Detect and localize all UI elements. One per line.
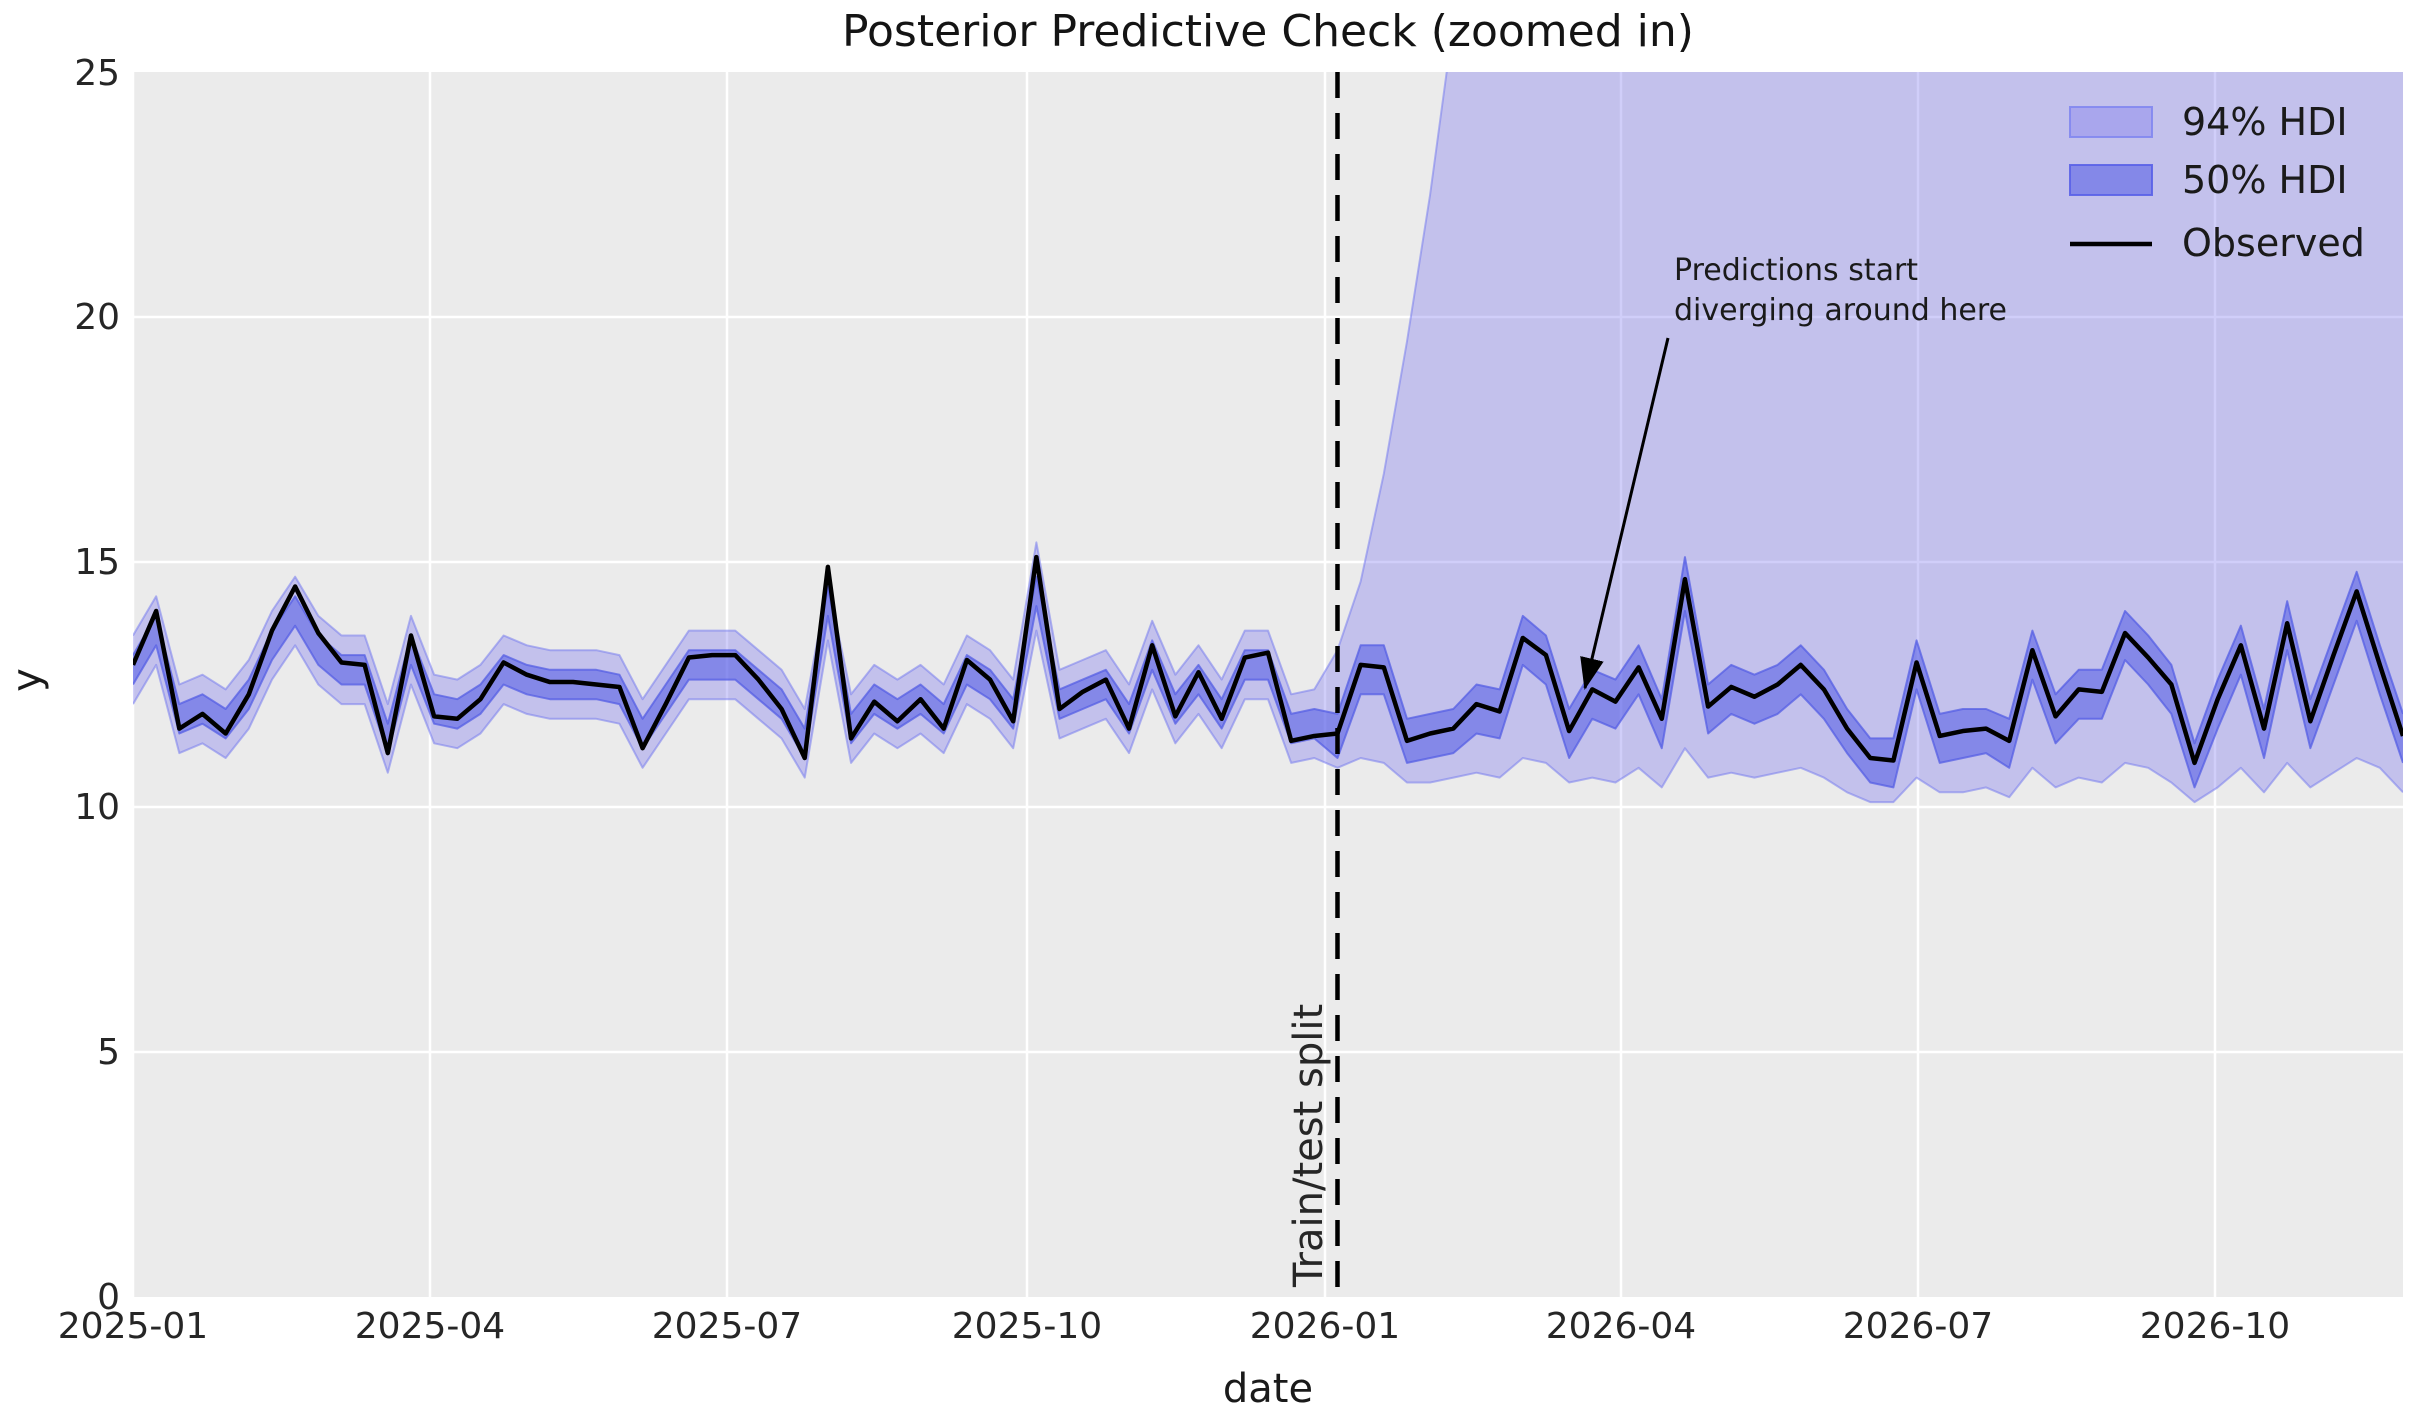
y-tick-20: 20: [74, 297, 120, 338]
split-line-label: Train/test split: [1286, 1004, 1332, 1288]
annotation-line2: diverging around here: [1674, 293, 2007, 328]
x-tick-2025-07: 2025-07: [652, 1306, 802, 1347]
x-tick-2026-04: 2026-04: [1546, 1306, 1696, 1347]
y-tick-0: 0: [97, 1277, 120, 1318]
observed-line: [133, 554, 2403, 766]
x-tick-2026-10: 2026-10: [2140, 1306, 2290, 1347]
annotation-arrow: [1580, 337, 1670, 690]
hdi94-lower-edge: [133, 629, 2403, 804]
y-tick-15: 15: [74, 542, 120, 583]
x-tick-2025-10: 2025-10: [952, 1306, 1102, 1347]
legend-label-observed: Observed: [2182, 221, 2365, 265]
y-tick-10: 10: [74, 787, 120, 828]
legend-swatch-50hdi: [2069, 164, 2153, 196]
chart-title: Posterior Predictive Check (zoomed in): [842, 6, 1694, 57]
legend-swatch-94hdi: [2069, 106, 2153, 138]
legend-label-50hdi: 50% HDI: [2182, 158, 2348, 202]
annotation-line1: Predictions start: [1674, 253, 1918, 288]
y-tick-25: 25: [74, 53, 120, 94]
x-tick-2026-01: 2026-01: [1250, 1306, 1400, 1347]
hdi50-lower-edge: [133, 605, 2403, 789]
legend: 94% HDI 50% HDI Observed: [2069, 100, 2365, 265]
y-tick-5: 5: [97, 1032, 120, 1073]
hdi94-band: [133, 72, 2403, 803]
hdi50-band: [133, 557, 2403, 788]
y-axis-label: y: [4, 668, 50, 692]
legend-label-94hdi: 94% HDI: [2182, 100, 2348, 144]
x-tick-2025-01: 2025-01: [58, 1306, 208, 1347]
hdi50-upper-edge: [133, 556, 2403, 745]
x-tick-2026-07: 2026-07: [1843, 1306, 1993, 1347]
hdi94-upper-edge: [133, 72, 1448, 710]
x-axis-label: date: [1223, 1366, 1313, 1412]
x-tick-2025-04: 2025-04: [355, 1306, 505, 1347]
